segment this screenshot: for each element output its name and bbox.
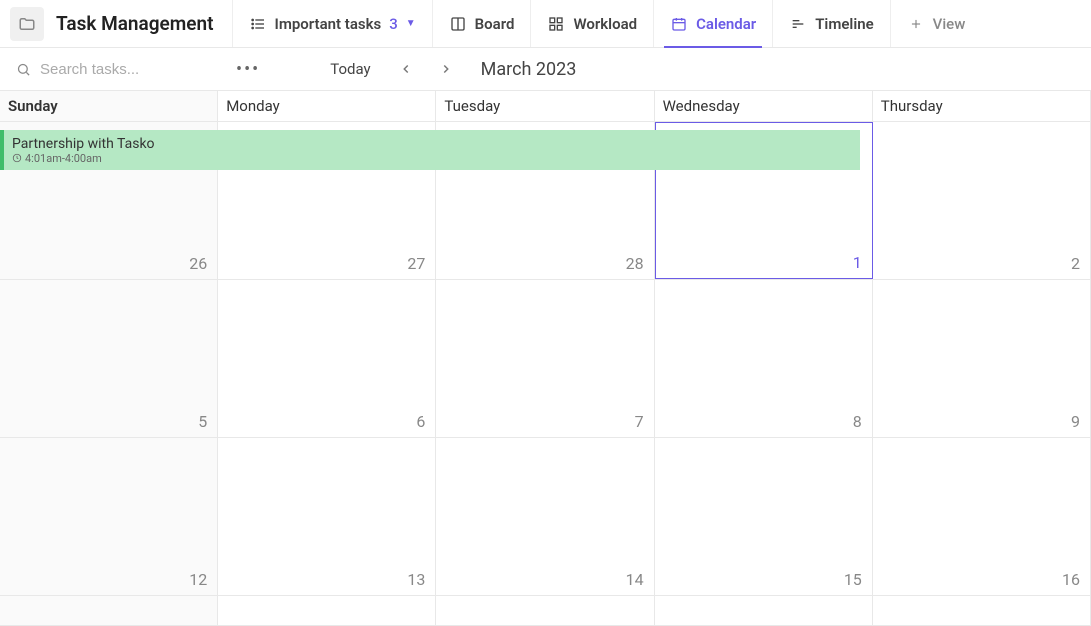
calendar-event[interactable]: Partnership with Tasko4:01am-4:00am — [0, 130, 860, 170]
dayname: Thursday — [873, 91, 1091, 121]
calendar-cell[interactable]: 6 — [218, 280, 436, 437]
day-number: 7 — [635, 412, 644, 431]
tab-important-tasks[interactable]: Important tasks 3 ▼ — [232, 0, 432, 47]
grid-icon — [547, 15, 565, 33]
tab-label: Calendar — [696, 15, 756, 33]
day-number: 13 — [407, 570, 425, 589]
day-number: 14 — [626, 570, 644, 589]
tab-calendar[interactable]: Calendar — [653, 0, 772, 47]
day-number: 6 — [416, 412, 425, 431]
calendar-cell[interactable]: 12 — [0, 438, 218, 595]
chevron-down-icon: ▼ — [406, 18, 416, 29]
day-number: 28 — [626, 254, 644, 273]
list-icon — [249, 15, 267, 33]
day-number: 2 — [1071, 254, 1080, 273]
day-number: 9 — [1071, 412, 1080, 431]
day-number: 16 — [1062, 570, 1080, 589]
day-number: 26 — [189, 254, 207, 273]
event-time: 4:01am-4:00am — [12, 152, 860, 165]
calendar-cell[interactable]: 8 — [655, 280, 873, 437]
day-number: 12 — [189, 570, 207, 589]
search-input[interactable] — [40, 61, 200, 78]
next-month-button[interactable] — [435, 62, 457, 76]
tab-label: View — [933, 15, 966, 33]
calendar-day-header: Sunday Monday Tuesday Wednesday Thursday — [0, 90, 1091, 122]
dayname: Wednesday — [655, 91, 873, 121]
tab-workload[interactable]: Workload — [530, 0, 653, 47]
calendar-cell[interactable]: 14 — [436, 438, 654, 595]
search-container — [14, 60, 214, 78]
dayname: Sunday — [0, 91, 218, 121]
calendar-cell[interactable] — [436, 596, 654, 625]
tab-label: Workload — [573, 15, 637, 33]
board-icon — [449, 15, 467, 33]
event-title: Partnership with Tasko — [12, 136, 860, 152]
dayname: Monday — [218, 91, 436, 121]
tab-add-view[interactable]: View — [890, 0, 982, 47]
calendar-cell[interactable] — [655, 596, 873, 625]
search-icon — [14, 60, 32, 78]
more-menu[interactable]: ••• — [232, 59, 264, 80]
tab-label: Timeline — [815, 15, 873, 33]
tab-board[interactable]: Board — [432, 0, 531, 47]
calendar-cell[interactable]: 7 — [436, 280, 654, 437]
month-label: March 2023 — [481, 59, 577, 80]
calendar-cell[interactable]: 15 — [655, 438, 873, 595]
calendar-cell[interactable] — [0, 596, 218, 625]
prev-month-button[interactable] — [395, 62, 417, 76]
day-number: 27 — [407, 254, 425, 273]
calendar-cell[interactable]: 5 — [0, 280, 218, 437]
tab-count: 3 — [389, 15, 398, 33]
day-number: 15 — [844, 570, 862, 589]
day-number: 1 — [853, 253, 862, 272]
calendar-cell[interactable]: 2 — [873, 122, 1091, 279]
tab-timeline[interactable]: Timeline — [772, 0, 889, 47]
timeline-icon — [789, 15, 807, 33]
folder-icon[interactable] — [10, 7, 44, 41]
calendar-cell[interactable]: 9 — [873, 280, 1091, 437]
calendar-cell[interactable]: 16 — [873, 438, 1091, 595]
calendar-cell[interactable]: 13 — [218, 438, 436, 595]
calendar-icon — [670, 15, 688, 33]
page-title: Task Management — [56, 12, 232, 35]
today-button[interactable]: Today — [324, 60, 376, 78]
tab-label: Board — [475, 15, 515, 33]
calendar-cell[interactable] — [218, 596, 436, 625]
day-number: 5 — [198, 412, 207, 431]
day-number: 8 — [853, 412, 862, 431]
dayname: Tuesday — [436, 91, 654, 121]
plus-icon — [907, 15, 925, 33]
tab-label: Important tasks — [275, 15, 382, 33]
calendar-cell[interactable] — [873, 596, 1091, 625]
